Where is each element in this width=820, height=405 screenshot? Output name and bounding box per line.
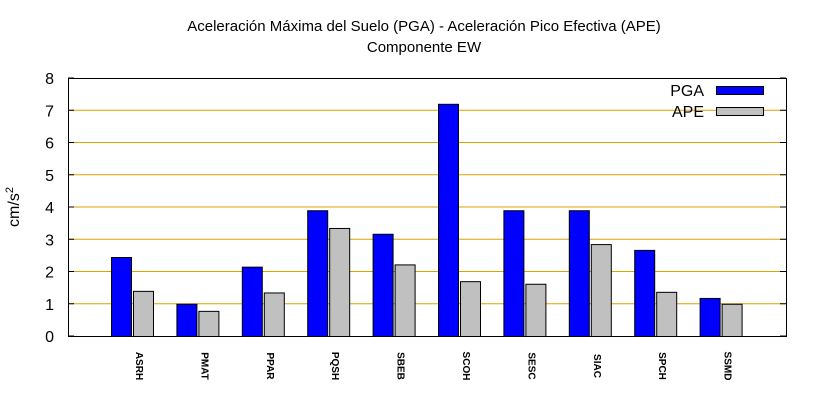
y-tick-label: 0 — [45, 329, 54, 346]
y-tick-label: 1 — [45, 297, 54, 314]
y-tick-label: 4 — [45, 200, 54, 217]
bar-pga — [699, 297, 721, 338]
bar-ape — [329, 227, 351, 337]
x-tick-label: PQSH — [329, 352, 340, 380]
x-tick-label: SPCH — [656, 352, 667, 380]
y-axis-label-exponent: 2 — [4, 187, 16, 193]
y-tick-label: 6 — [45, 136, 54, 153]
gridlines — [68, 109, 786, 305]
bar-pga — [307, 210, 329, 338]
legend-swatch — [716, 107, 764, 116]
x-tick-label: PMAT — [198, 352, 209, 380]
y-tick-label: 5 — [45, 168, 54, 185]
bar-ape — [525, 283, 547, 338]
bar-pga — [503, 210, 525, 338]
x-tick-label: PPAR — [264, 352, 275, 380]
y-tick-label: 8 — [45, 71, 54, 88]
legend-swatch — [716, 86, 764, 95]
x-tick-label: SSMD — [722, 352, 733, 381]
bar-pga — [176, 303, 198, 337]
x-tick-label: SBEB — [395, 352, 406, 380]
bar-pga — [634, 249, 656, 337]
x-tick-label: SIAC — [591, 354, 602, 378]
bar-ape — [721, 303, 743, 337]
legend-label: PGA — [670, 83, 704, 100]
legend-label: APE — [672, 104, 704, 121]
x-tick-label: SCOH — [460, 352, 471, 381]
bar-pga — [568, 210, 590, 338]
bar-pga — [241, 266, 263, 338]
bar-pga — [372, 233, 394, 337]
bar-ape — [656, 291, 678, 338]
axes: 0 1 2 3 4 5 6 7 8 ASRH PMAT PPAR PQSH SBEB SCOH SESC SIA… — [45, 71, 787, 381]
bar-ape — [198, 310, 220, 338]
bars — [111, 103, 743, 338]
chart-subtitle: Componente EW — [367, 39, 482, 56]
y-axis-label-unit: cm/s — [6, 193, 23, 227]
bar-pga — [438, 103, 459, 337]
bar-ape — [590, 244, 612, 337]
bar-ape — [394, 264, 416, 337]
bar-pga — [111, 256, 132, 337]
x-tick-label: SESC — [525, 352, 536, 379]
chart-title: Aceleración Máxima del Suelo (PGA) - Ace… — [187, 18, 661, 35]
y-tick-label: 2 — [45, 265, 54, 282]
legend: PGA APE — [670, 83, 764, 121]
y-axis-label: cm/s2 — [4, 187, 23, 227]
bar-ape — [133, 290, 154, 338]
y-tick-label: 3 — [45, 232, 54, 249]
plot-frame — [68, 78, 787, 337]
bar-ape — [460, 281, 481, 337]
bar-ape — [263, 292, 285, 337]
y-tick-label: 7 — [45, 103, 54, 120]
x-tick-label: ASRH — [133, 352, 144, 380]
